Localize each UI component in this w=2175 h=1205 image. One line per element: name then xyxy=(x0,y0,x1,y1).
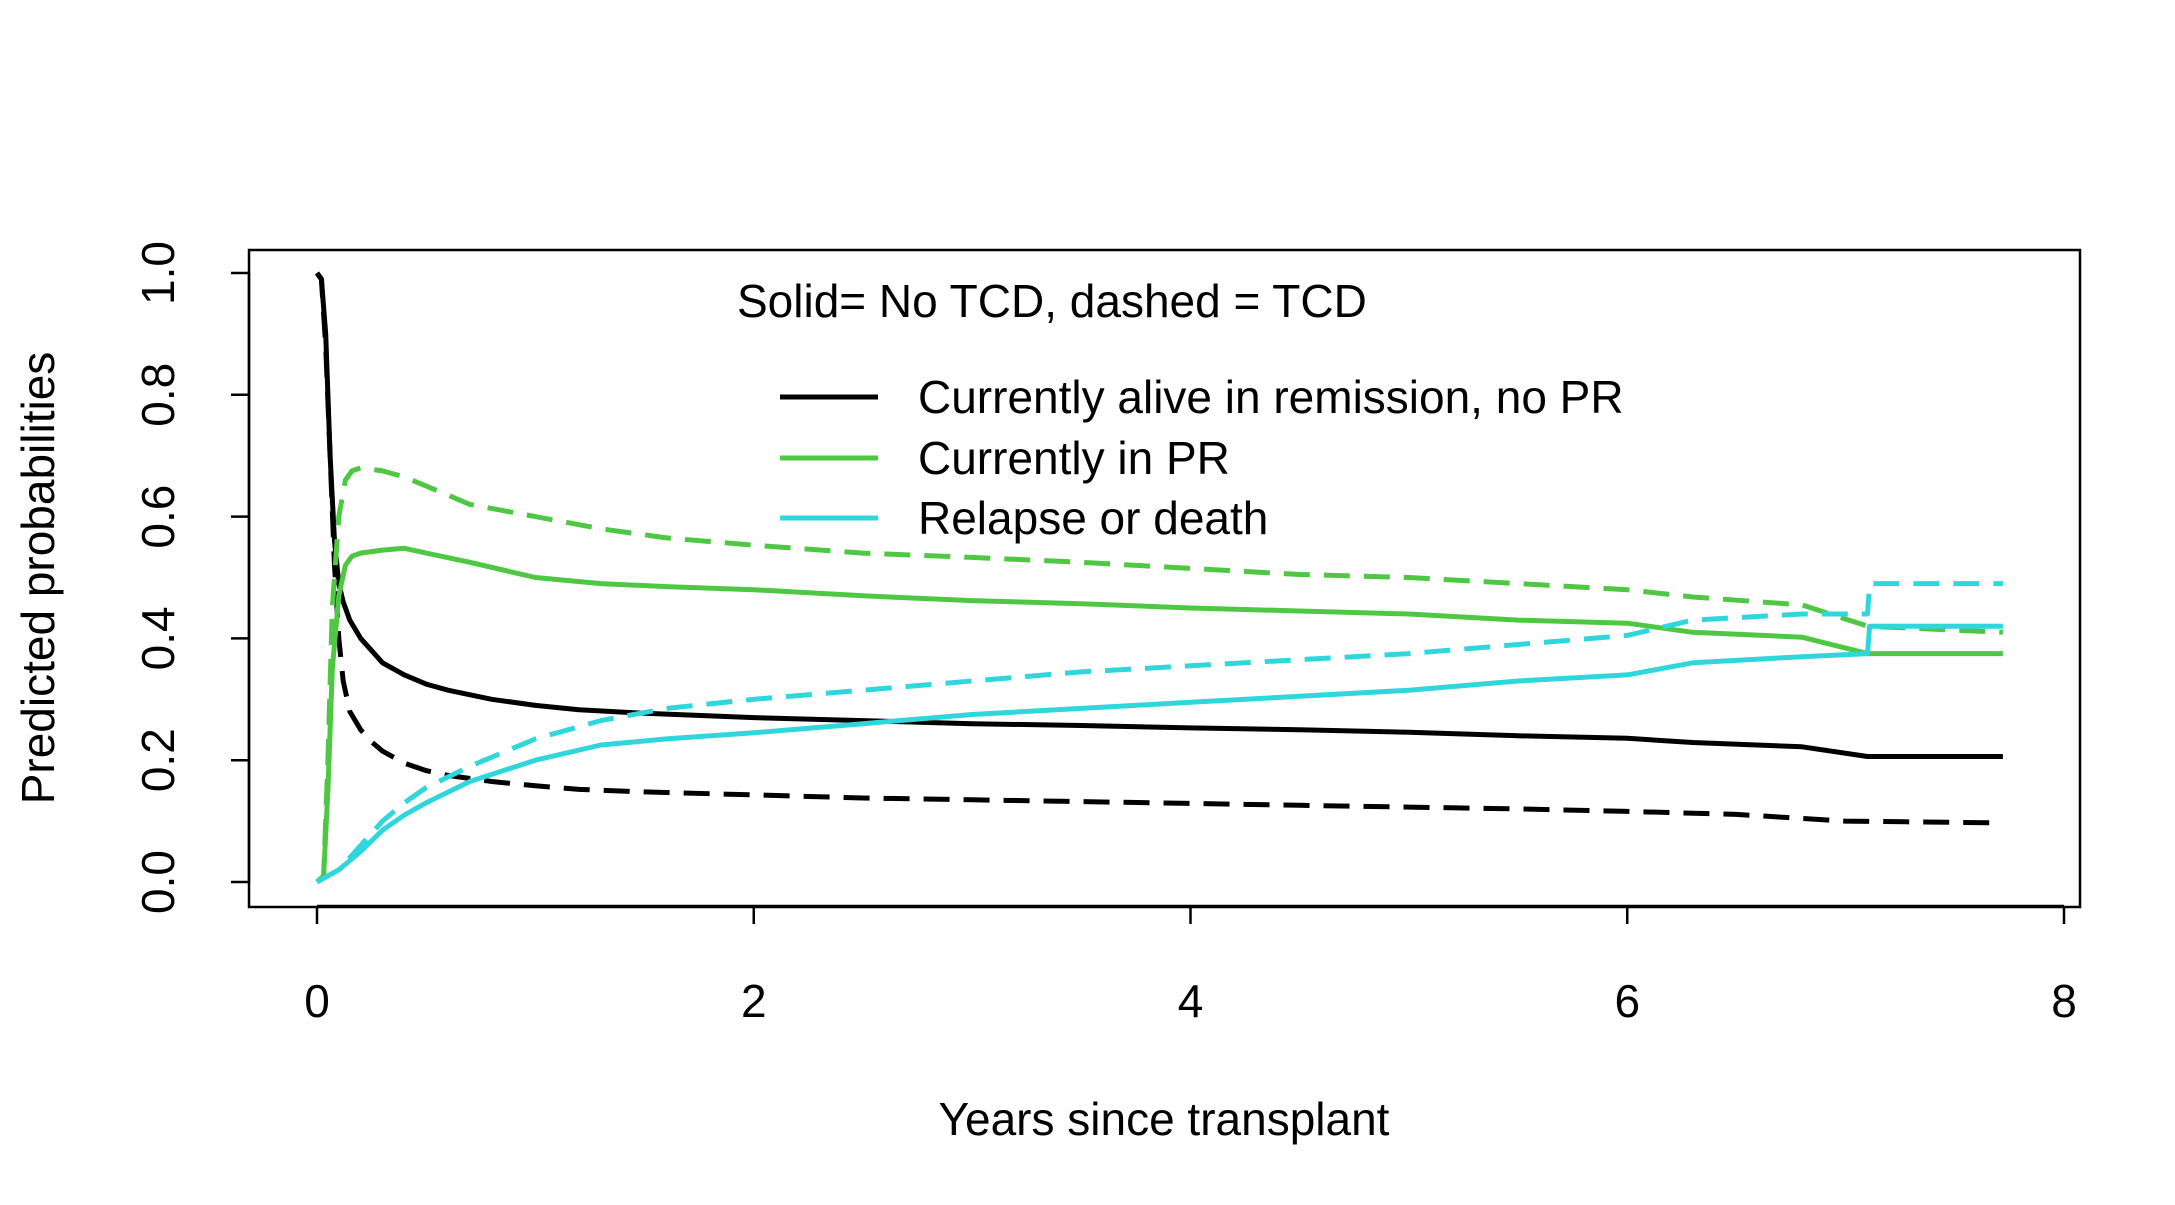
y-tick-label: 0.4 xyxy=(132,606,184,670)
legend-label-relapse: Relapse or death xyxy=(918,492,1268,544)
y-tick-label: 0.0 xyxy=(132,850,184,914)
legend-label-remission: Currently alive in remission, no PR xyxy=(918,371,1624,423)
series-line-currently-no-tcd xyxy=(314,271,2003,759)
x-axis: 0 2 4 6 8 xyxy=(304,904,2077,1027)
y-tick-label: 0.2 xyxy=(132,728,184,792)
y-axis: 0.0 0.2 0.4 0.6 0.8 1.0 xyxy=(132,241,251,914)
x-tick-label: 2 xyxy=(741,975,767,1027)
series-line-currently-tcd xyxy=(315,465,2004,884)
series-line-relapse-no-tcd xyxy=(315,623,2003,885)
plot-frame xyxy=(247,248,2082,909)
legend-header: Solid= No TCD, dashed = TCD xyxy=(737,275,1367,327)
x-tick-label: 4 xyxy=(1178,975,1204,1027)
x-tick-label: 6 xyxy=(1614,975,1640,1027)
y-axis-label: Predicted probabilities xyxy=(12,352,64,805)
series-line-currently-no-tcd xyxy=(315,545,2003,884)
y-tick-label: 0.6 xyxy=(132,485,184,549)
series-layer xyxy=(314,271,2004,885)
x-tick-label: 8 xyxy=(2051,975,2077,1027)
x-tick-label: 0 xyxy=(304,975,330,1027)
legend-label-pr: Currently in PR xyxy=(918,432,1230,484)
series-line-currently-tcd xyxy=(314,271,2003,826)
x-axis-label: Years since transplant xyxy=(939,1093,1390,1145)
y-tick-label: 0.8 xyxy=(132,363,184,427)
y-tick-label: 1.0 xyxy=(132,241,184,305)
legend: Solid= No TCD, dashed = TCD Currently al… xyxy=(737,275,1624,544)
series-line-relapse-tcd xyxy=(315,581,2003,885)
